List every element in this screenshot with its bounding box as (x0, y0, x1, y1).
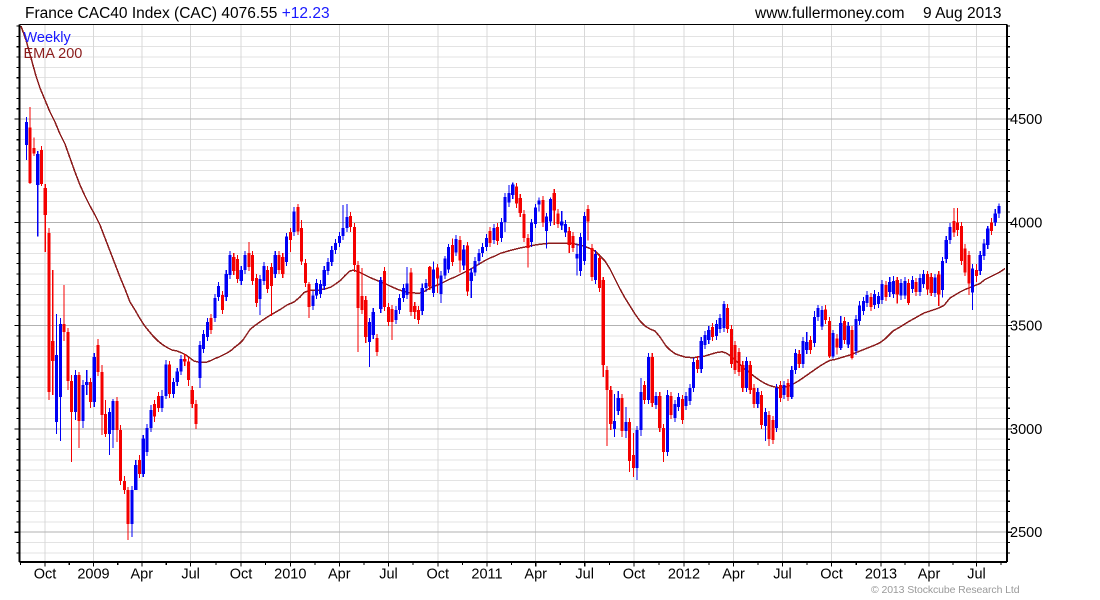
svg-text:4500: 4500 (1010, 112, 1042, 128)
svg-text:Jul: Jul (181, 567, 200, 583)
svg-text:Oct: Oct (820, 567, 843, 583)
svg-text:Oct: Oct (427, 567, 450, 583)
svg-text:2011: 2011 (471, 567, 502, 583)
svg-text:Oct: Oct (623, 567, 646, 583)
svg-text:2010: 2010 (274, 567, 306, 583)
svg-text:3500: 3500 (1010, 319, 1042, 335)
svg-text:3000: 3000 (1010, 422, 1042, 438)
svg-text:2009: 2009 (77, 567, 109, 583)
svg-text:Oct: Oct (34, 567, 57, 583)
svg-text:Apr: Apr (722, 567, 745, 583)
svg-text:2500: 2500 (1010, 525, 1042, 541)
svg-text:Apr: Apr (918, 567, 941, 583)
svg-text:2013: 2013 (865, 567, 897, 583)
svg-text:Apr: Apr (328, 567, 351, 583)
svg-text:Oct: Oct (230, 567, 253, 583)
svg-text:Jul: Jul (379, 567, 398, 583)
svg-text:4000: 4000 (1010, 215, 1042, 231)
svg-text:Apr: Apr (131, 567, 154, 583)
svg-text:2012: 2012 (668, 567, 700, 583)
svg-text:Jul: Jul (967, 567, 986, 583)
svg-text:Jul: Jul (773, 567, 792, 583)
svg-text:Jul: Jul (575, 567, 594, 583)
svg-text:Apr: Apr (524, 567, 547, 583)
